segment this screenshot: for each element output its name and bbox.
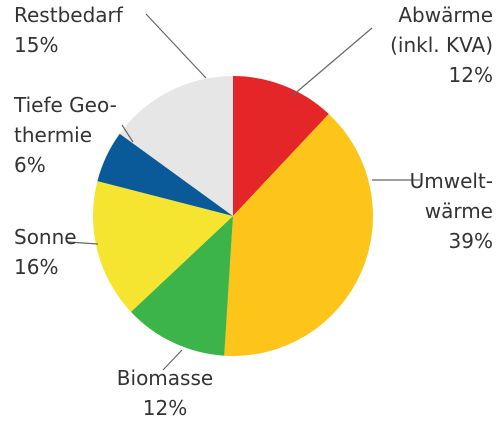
value-label: 12% [449, 63, 493, 87]
leader-line [121, 124, 134, 143]
label-line: Restbedarf [14, 3, 124, 27]
label-line: wärme [425, 199, 493, 223]
slice-label: Abwärme (inkl. KVA) 12% [390, 3, 493, 87]
slice-label: Restbedarf 15% [14, 3, 124, 57]
label-line: thermie [14, 123, 92, 147]
pie-slice [233, 76, 329, 216]
label-line: Tiefe Geo- [13, 93, 117, 117]
slice-label: Sonne 16% [14, 225, 77, 279]
value-label: 39% [449, 229, 493, 253]
leader-line [67, 241, 99, 245]
slice-label: Tiefe Geo-thermie 6% [13, 93, 117, 177]
slice-label: Biomasse 12% [117, 366, 213, 420]
leader-line [162, 349, 183, 371]
value-label: 16% [14, 255, 58, 279]
pie-slice [119, 76, 233, 216]
label-line: Abwärme [398, 3, 493, 27]
pie-slice [224, 113, 374, 357]
pie-slice [93, 181, 233, 312]
leader-line [291, 27, 373, 97]
value-label: 6% [14, 153, 46, 177]
pie-slice [97, 133, 233, 216]
label-line: Biomasse [117, 366, 213, 390]
pie-slice [130, 216, 233, 356]
leader-line [145, 13, 207, 79]
label-line: Umwelt- [410, 169, 493, 193]
slice-label: Umwelt-wärme 39% [410, 169, 493, 253]
value-label: 12% [143, 396, 187, 420]
value-label: 15% [14, 33, 58, 57]
label-line: (inkl. KVA) [390, 33, 493, 57]
label-line: Sonne [14, 225, 77, 249]
